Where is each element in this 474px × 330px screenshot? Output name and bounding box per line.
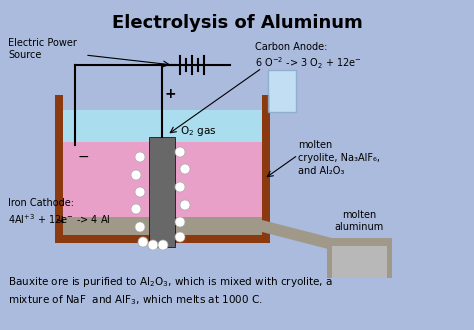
Text: 6 O$^{-2}$ -> 3 O$_2$ + 12e$^{-}$: 6 O$^{-2}$ -> 3 O$_2$ + 12e$^{-}$	[255, 55, 362, 71]
Bar	[63, 110, 262, 142]
Circle shape	[148, 240, 158, 250]
Circle shape	[135, 152, 145, 162]
Bar	[262, 95, 270, 243]
Polygon shape	[262, 220, 332, 250]
Circle shape	[180, 200, 190, 210]
Circle shape	[131, 170, 141, 180]
Bar	[63, 142, 262, 217]
Bar	[268, 70, 296, 112]
Circle shape	[175, 232, 185, 242]
Text: Bauxite ore is purified to Al$_2$O$_3$, which is mixed with cryolite, a: Bauxite ore is purified to Al$_2$O$_3$, …	[8, 275, 333, 289]
Bar	[55, 95, 63, 243]
Circle shape	[180, 164, 190, 174]
Circle shape	[175, 182, 185, 192]
Circle shape	[135, 222, 145, 232]
Circle shape	[131, 204, 141, 214]
Bar	[332, 246, 387, 278]
Text: mixture of NaF  and AlF$_3$, which melts at 1000 C.: mixture of NaF and AlF$_3$, which melts …	[8, 293, 263, 307]
Circle shape	[138, 237, 148, 247]
Bar	[149, 137, 175, 247]
Text: O$_2$ gas: O$_2$ gas	[180, 124, 217, 138]
Circle shape	[175, 217, 185, 227]
Bar	[55, 235, 270, 243]
Text: Electrolysis of Aluminum: Electrolysis of Aluminum	[111, 14, 363, 32]
Bar	[327, 238, 392, 278]
Text: molten
aluminum: molten aluminum	[334, 210, 383, 232]
Text: +: +	[165, 87, 177, 101]
Text: Carbon Anode:: Carbon Anode:	[255, 42, 328, 52]
Text: molten
cryolite, Na₃AlF₆,
and Al₂O₃: molten cryolite, Na₃AlF₆, and Al₂O₃	[298, 140, 380, 177]
Circle shape	[175, 147, 185, 157]
Text: Iron Cathode:: Iron Cathode:	[8, 198, 74, 208]
Bar	[63, 217, 262, 235]
Circle shape	[158, 240, 168, 250]
Circle shape	[135, 187, 145, 197]
Text: −: −	[78, 150, 90, 164]
Text: Electric Power
Source: Electric Power Source	[8, 38, 77, 60]
Text: 4Al$^{+3}$ + 12e$^{-}$ -> 4 Al: 4Al$^{+3}$ + 12e$^{-}$ -> 4 Al	[8, 212, 110, 226]
